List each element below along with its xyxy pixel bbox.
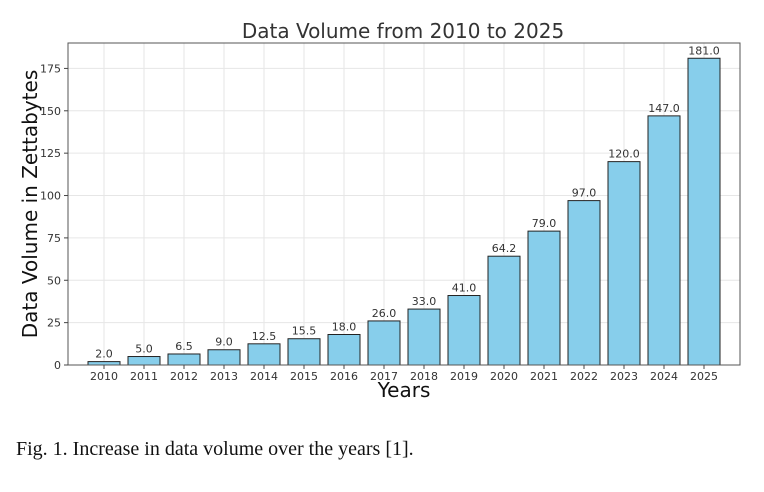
x-tick-label: 2022 [570,370,598,383]
bar-2011 [127,356,161,366]
bar-value-label: 181.0 [688,44,720,57]
bar-2019 [447,295,481,366]
y-tick-label: 125 [40,147,61,160]
x-tick-label: 2018 [410,370,438,383]
x-tick-label: 2021 [530,370,558,383]
bar-value-label: 26.0 [372,307,397,320]
bar-value-label: 41.0 [452,282,477,295]
x-tick-label: 2023 [610,370,638,383]
bar-2024 [647,115,681,366]
bar-2014 [247,343,281,366]
x-tick-label: 2016 [330,370,358,383]
bar-2020 [487,255,521,366]
bar-2025 [687,57,721,366]
y-tick-label: 0 [54,359,61,372]
x-tick-label: 2014 [250,370,278,383]
y-axis-label: Data Volume in Zettabytes [18,70,42,339]
bar-value-label: 18.0 [332,320,357,333]
y-tick-label: 75 [47,232,61,245]
value-labels: 2.0 5.0 6.5 9.0 12.5 15.5 18.0 26.0 33.0 41.0 64.2… [95,44,720,360]
bar-2018 [407,308,441,366]
bar-value-label: 5.0 [135,343,153,356]
bar-value-label: 33.0 [412,295,437,308]
bar-value-label: 6.5 [175,340,193,353]
bar-value-label: 15.5 [292,325,317,338]
bar-value-label: 97.0 [572,187,597,200]
bar-2016 [327,333,361,366]
x-tick-label: 2015 [290,370,318,383]
x-tick-label: 2017 [370,370,398,383]
x-axis-label: Years [377,378,431,402]
bar-value-label: 2.0 [95,348,113,361]
bar-2012 [167,353,201,366]
bar-2015 [287,338,321,366]
bar-2023 [607,161,641,366]
bar-value-label: 120.0 [608,148,640,161]
figure-caption: Fig. 1. Increase in data volume over the… [16,438,414,460]
bar-2021 [527,230,561,366]
x-ticks: 2010 2011 2012 2013 2014 2015 2016 2017 2018 2019… [90,365,718,383]
bar-value-label: 12.5 [252,330,277,343]
bar-chart: Data Volume from 2010 to 2025 0 25 50 75 100… [18,19,741,402]
y-tick-label: 150 [40,105,61,118]
bar-2010 [87,361,121,366]
y-tick-label: 25 [47,317,61,330]
bar-2013 [207,349,241,366]
x-tick-label: 2024 [650,370,678,383]
x-tick-label: 2010 [90,370,118,383]
bar-value-label: 147.0 [648,102,680,115]
x-tick-label: 2013 [210,370,238,383]
bar-2017 [367,320,401,366]
bar-2022 [567,200,601,366]
bars [87,57,721,366]
y-tick-label: 175 [40,62,61,75]
bar-value-label: 9.0 [215,336,233,349]
y-ticks: 0 25 50 75 100 125 150 175 [40,62,68,372]
x-tick-label: 2020 [490,370,518,383]
x-tick-label: 2011 [130,370,158,383]
chart-title: Data Volume from 2010 to 2025 [242,19,564,43]
x-tick-label: 2025 [690,370,718,383]
plot-frame [67,42,741,366]
x-tick-label: 2012 [170,370,198,383]
bar-value-label: 64.2 [492,242,517,255]
bar-value-label: 79.0 [532,217,557,230]
x-tick-label: 2019 [450,370,478,383]
y-tick-label: 50 [47,274,61,287]
y-tick-label: 100 [40,190,61,203]
